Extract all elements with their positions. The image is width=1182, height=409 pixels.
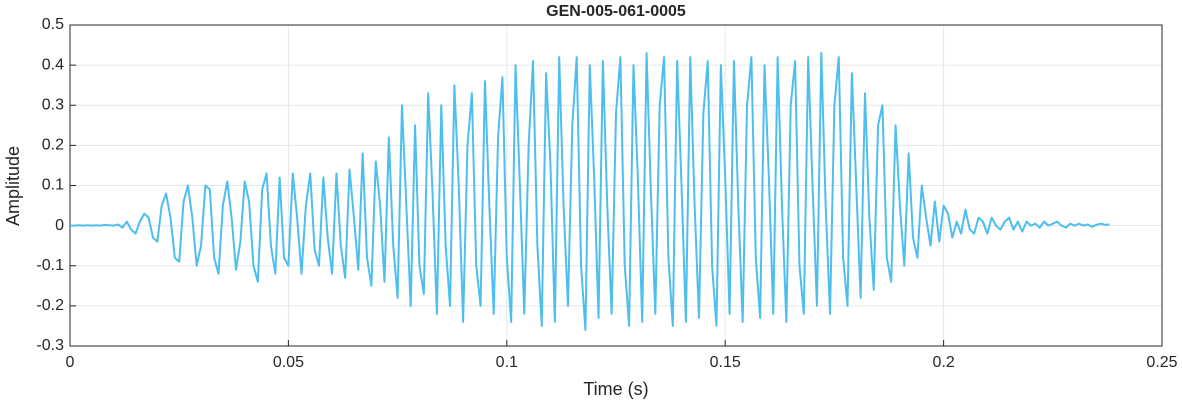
y-tick-label: 0.4 xyxy=(42,56,64,73)
x-tick-label: 0.25 xyxy=(1146,354,1177,371)
x-tick-label: 0.2 xyxy=(932,354,954,371)
y-tick-label: 0.5 xyxy=(42,16,64,33)
y-tick-label: -0.1 xyxy=(36,257,64,274)
x-tick-label: 0.1 xyxy=(496,354,518,371)
y-tick-label: 0.3 xyxy=(42,96,64,113)
x-tick-label: 0.15 xyxy=(710,354,741,371)
y-tick-label: 0.2 xyxy=(42,137,64,154)
x-axis-label: Time (s) xyxy=(583,379,648,399)
chart-title: GEN-005-061-0005 xyxy=(546,3,686,20)
y-tick-label: 0 xyxy=(55,217,64,234)
y-tick-label: -0.3 xyxy=(36,337,64,354)
waveform-line xyxy=(70,52,1110,331)
x-tick-label: 0.05 xyxy=(273,354,304,371)
y-tick-label: 0.1 xyxy=(42,177,64,194)
y-tick-label: -0.2 xyxy=(36,297,64,314)
plot-frame xyxy=(69,24,1163,347)
x-tick-label: 0 xyxy=(66,354,75,371)
y-axis-label: Amplitude xyxy=(3,146,23,226)
